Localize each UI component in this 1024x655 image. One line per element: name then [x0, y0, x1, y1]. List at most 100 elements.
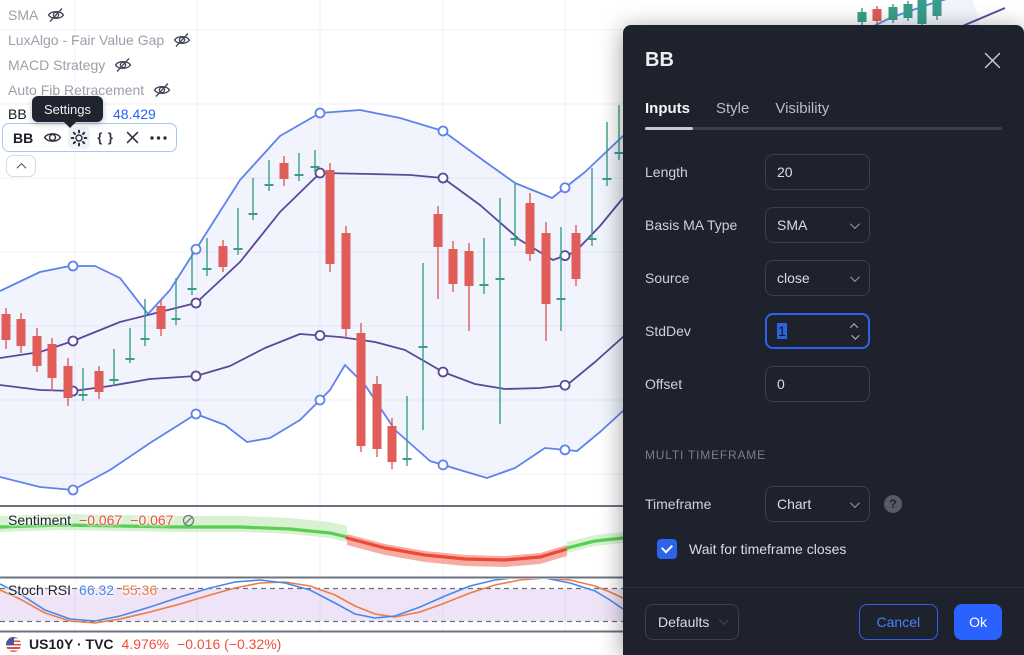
field-row-source: Source close — [645, 260, 1002, 296]
visibility-off-icon[interactable] — [173, 31, 191, 49]
tab-visibility[interactable]: Visibility — [775, 100, 830, 117]
timeframe-select[interactable]: Chart — [765, 486, 870, 522]
braces-icon: { } — [97, 130, 114, 145]
number-stepper[interactable] — [849, 322, 860, 340]
stddev-label: StdDev — [645, 323, 691, 339]
indicator-label: LuxAlgo - Fair Value Gap — [8, 31, 165, 48]
selected-text: 1 — [777, 323, 787, 339]
legend-item-luxalgo-fvg[interactable]: LuxAlgo - Fair Value Gap — [8, 27, 191, 52]
symbol-name: US10Y · TVC — [29, 636, 114, 652]
indicator-label: Auto Fib Retracement — [8, 81, 145, 98]
bb-value: 48.429 — [113, 105, 156, 122]
chevron-up-icon — [16, 162, 26, 173]
eye-icon — [43, 133, 62, 142]
stoch-d-value: 55.36 — [122, 582, 158, 598]
checkbox-label: Wait for timeframe closes — [689, 541, 847, 557]
legend-item-macd-strategy[interactable]: MACD Strategy — [8, 52, 191, 77]
basis-ma-type-label: Basis MA Type — [645, 217, 738, 233]
symbol-price: 4.976% — [121, 636, 170, 652]
us-flag-icon — [6, 636, 21, 652]
settings-gear-button[interactable] — [67, 126, 91, 149]
basis-ma-type-select[interactable]: SMA — [765, 207, 870, 243]
stoch-rsi-label: Stoch RSI — [8, 582, 72, 598]
visibility-off-icon[interactable] — [153, 81, 171, 99]
indicator-label: MACD Strategy — [8, 56, 106, 73]
legend-item-sma[interactable]: SMA — [8, 2, 191, 27]
field-row-stddev: StdDev 1 — [645, 313, 1002, 349]
settings-tooltip: Settings — [32, 96, 103, 128]
stepper-up-icon[interactable] — [849, 322, 859, 332]
help-icon[interactable]: ? — [884, 495, 902, 513]
more-options-button[interactable] — [147, 127, 170, 149]
wait-timeframe-checkbox-row[interactable]: Wait for timeframe closes — [645, 539, 1002, 559]
field-row-offset: Offset 0 — [645, 366, 1002, 402]
stoch-rsi-pane-legend[interactable]: Stoch RSI 66.32 55.36 — [8, 582, 157, 598]
tab-style[interactable]: Style — [716, 100, 750, 117]
indicator-legend: SMA LuxAlgo - Fair Value Gap MACD Strate… — [8, 2, 191, 125]
chevron-down-icon — [719, 615, 730, 626]
sentiment-value-1: −0.067 — [79, 512, 123, 528]
dialog-header: BB Inputs Style Visibility — [623, 25, 1024, 130]
indicator-toolbar: BB { } — [2, 123, 177, 152]
visibility-toggle-button[interactable] — [41, 127, 64, 149]
close-icon — [984, 52, 1001, 69]
timeframe-label: Timeframe — [645, 496, 712, 512]
more-dots-icon — [150, 135, 167, 140]
stepper-down-icon[interactable] — [851, 330, 860, 340]
dialog-tabs: Inputs Style Visibility — [645, 99, 1002, 119]
dialog-close-button[interactable] — [981, 49, 1004, 75]
stoch-k-value: 66.32 — [79, 582, 115, 598]
legend-item-auto-fib[interactable]: Auto Fib Retracement — [8, 77, 191, 102]
symbol-change: −0.016 (−0.32%) — [177, 636, 282, 652]
multi-timeframe-section-header: MULTI TIMEFRAME — [645, 448, 766, 462]
bb-label: BB — [8, 105, 27, 122]
chevron-down-icon — [849, 271, 860, 282]
remove-indicator-button[interactable] — [121, 127, 144, 149]
tab-inputs[interactable]: Inputs — [645, 100, 690, 117]
legend-item-bb[interactable]: BB 48.429 — [8, 102, 191, 125]
chevron-down-icon — [849, 497, 860, 508]
sentiment-pane — [0, 514, 624, 567]
sentiment-pane-legend[interactable]: Sentiment −0.067 −0.067 — [8, 512, 196, 528]
selection-markers — [67, 107, 571, 496]
toolbar-indicator-name: BB — [13, 129, 34, 146]
tooltip-text: Settings — [44, 101, 91, 117]
source-label: Source — [645, 270, 690, 286]
field-row-length: Length 20 — [645, 154, 1002, 190]
indicator-label: SMA — [8, 6, 39, 23]
cancel-button[interactable]: Cancel — [858, 603, 939, 640]
collapse-pane-button[interactable] — [6, 155, 36, 177]
source-code-button[interactable]: { } — [94, 127, 117, 149]
stddev-input[interactable]: 1 — [765, 313, 870, 349]
gear-icon — [70, 129, 88, 146]
stoch-k-line — [0, 579, 624, 622]
field-row-timeframe: Timeframe Chart ? — [645, 486, 1002, 522]
hidden-circle-slash-icon[interactable] — [181, 513, 196, 528]
bb-settings-dialog: BB Inputs Style Visibility Length 20 — [623, 25, 1024, 655]
visibility-off-icon[interactable] — [114, 56, 132, 74]
sentiment-value-2: −0.067 — [130, 512, 174, 528]
ok-button[interactable]: Ok — [954, 603, 1002, 640]
source-select[interactable]: close — [765, 260, 870, 296]
length-input[interactable]: 20 — [765, 154, 870, 190]
field-row-basis-ma-type: Basis MA Type SMA — [645, 207, 1002, 243]
symbol-pane-legend[interactable]: US10Y · TVC 4.976% −0.016 (−0.32%) — [6, 636, 281, 652]
offset-label: Offset — [645, 376, 683, 392]
sentiment-label: Sentiment — [8, 512, 72, 528]
checkbox-checked[interactable] — [657, 539, 677, 559]
dialog-footer: Defaults Cancel Ok — [623, 587, 1024, 655]
length-label: Length — [645, 164, 688, 180]
defaults-button[interactable]: Defaults — [645, 603, 740, 640]
chevron-down-icon — [849, 218, 860, 229]
visibility-off-icon[interactable] — [47, 6, 65, 24]
dialog-body: Length 20 Basis MA Type SMA Source close — [623, 130, 1024, 559]
offset-input[interactable]: 0 — [765, 366, 870, 402]
stoch-d-line — [0, 579, 624, 624]
tab-underline-track — [645, 127, 1002, 130]
close-icon — [126, 131, 139, 144]
stoch-rsi-pane — [0, 579, 624, 624]
candles-layer — [1, 0, 942, 469]
active-tab-underline — [645, 127, 693, 130]
dialog-title: BB — [645, 49, 674, 71]
